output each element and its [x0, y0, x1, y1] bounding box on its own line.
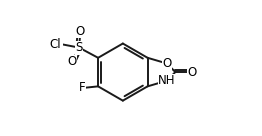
Text: O: O	[76, 25, 85, 38]
Text: S: S	[75, 41, 83, 54]
Text: F: F	[79, 81, 85, 94]
Text: O: O	[68, 55, 77, 68]
Text: NH: NH	[158, 74, 176, 87]
Text: O: O	[187, 66, 196, 79]
Text: Cl: Cl	[50, 38, 61, 51]
Text: O: O	[162, 57, 171, 70]
